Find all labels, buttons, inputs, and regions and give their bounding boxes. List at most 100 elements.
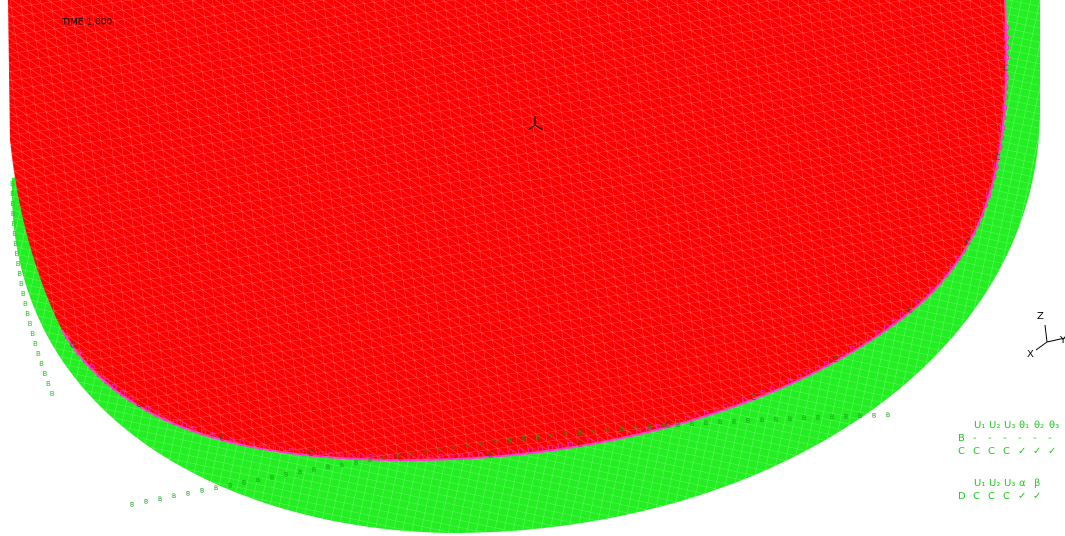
marker-d: D xyxy=(778,381,784,390)
marker-d: D xyxy=(769,385,775,394)
viewport: TIME 1.000 Z X Y DDDDCDDDDDDDDCDDDDDDDDC… xyxy=(0,0,1065,536)
legend-cell: ✓ xyxy=(1033,446,1041,457)
marker-c: C xyxy=(219,434,225,443)
marker-d: D xyxy=(955,255,961,264)
marker-d: D xyxy=(1001,113,1007,122)
marker-d: D xyxy=(119,389,125,398)
marker-d: D xyxy=(797,373,803,382)
marker-d: D xyxy=(875,329,881,338)
marker-d: D xyxy=(858,340,864,349)
legend-cell: C xyxy=(973,446,980,457)
marker-b: B xyxy=(410,451,414,458)
marker-d: D xyxy=(388,453,394,462)
marker-b: B xyxy=(228,482,232,489)
marker-d: D xyxy=(922,292,928,301)
marker-b: B xyxy=(438,446,442,453)
legend-header: β xyxy=(1034,478,1040,489)
marker-b: B xyxy=(858,413,862,420)
marker-b: B xyxy=(25,310,30,318)
legend-cell: C xyxy=(988,491,995,502)
marker-d: D xyxy=(993,163,999,172)
marker-b: B xyxy=(830,414,834,421)
legend-header: U₁ xyxy=(974,478,985,489)
marker-b: B xyxy=(550,433,554,440)
marker-b: B xyxy=(10,200,15,208)
marker-b: B xyxy=(46,380,51,388)
marker-d: D xyxy=(587,438,593,447)
marker-b: B xyxy=(14,250,19,258)
marker-d: D xyxy=(278,446,284,455)
marker-c: C xyxy=(488,450,494,459)
marker-d: D xyxy=(318,450,324,459)
marker-d: D xyxy=(997,143,1003,152)
marker-b: B xyxy=(564,431,568,438)
marker-b: B xyxy=(494,439,498,446)
marker-b: B xyxy=(452,445,456,452)
marker-d: D xyxy=(89,363,95,372)
time-label: TIME 1.000 xyxy=(61,18,113,28)
marker-d: D xyxy=(949,263,955,272)
marker-d: D xyxy=(722,403,728,412)
marker-d: D xyxy=(626,430,632,439)
marker-d: D xyxy=(567,441,573,450)
marker-d: D xyxy=(943,271,949,280)
marker-b: B xyxy=(690,421,694,428)
marker-d: D xyxy=(154,410,160,419)
marker-c: C xyxy=(70,340,76,349)
marker-b: B xyxy=(39,360,44,368)
marker-b: B xyxy=(424,448,428,455)
marker-d: D xyxy=(899,312,905,321)
marker-d: D xyxy=(200,428,206,437)
marker-b: B xyxy=(21,290,26,298)
marker-d: D xyxy=(468,452,474,461)
marker-c: C xyxy=(308,449,314,458)
marker-b: B xyxy=(662,423,666,430)
legend-header: θ₃ xyxy=(1049,420,1059,431)
marker-d: D xyxy=(815,364,821,373)
marker-b: B xyxy=(12,230,17,238)
marker-b: B xyxy=(144,499,148,506)
marker-d: D xyxy=(713,406,719,415)
marker-b: B xyxy=(508,437,512,444)
marker-b: B xyxy=(11,210,16,218)
marker-b: B xyxy=(354,459,358,466)
marker-d: D xyxy=(703,409,709,418)
marker-b: B xyxy=(760,417,764,424)
marker-d: D xyxy=(850,345,856,354)
legend-cell: C xyxy=(973,491,980,502)
legend-cell: ✓ xyxy=(1018,491,1026,502)
marker-d: D xyxy=(760,389,766,398)
marker-d: D xyxy=(891,318,897,327)
legend-cell: - xyxy=(1033,433,1037,444)
marker-d: D xyxy=(172,418,178,427)
marker-d: D xyxy=(1003,23,1009,32)
marker-b: B xyxy=(704,420,708,427)
marker-d: D xyxy=(358,453,364,462)
marker-d: D xyxy=(1003,73,1009,82)
marker-c: C xyxy=(995,153,1001,162)
axis-x: X xyxy=(1027,349,1034,360)
marker-b: B xyxy=(634,425,638,432)
marker-c: C xyxy=(832,355,838,364)
marker-d: D xyxy=(1003,43,1009,52)
marker-b: B xyxy=(33,340,38,348)
marker-d: D xyxy=(518,448,524,457)
marker-d: D xyxy=(806,369,812,378)
marker-b: B xyxy=(17,270,22,278)
legend-cell: ✓ xyxy=(1018,446,1026,457)
marker-b: B xyxy=(536,434,540,441)
marker-b: B xyxy=(872,412,876,419)
marker-d: D xyxy=(181,422,187,431)
legend-cell: C xyxy=(988,446,995,457)
marker-d: D xyxy=(508,449,514,458)
marker-c: C xyxy=(907,306,913,315)
marker-b: B xyxy=(676,422,680,429)
legend-cell: - xyxy=(988,433,992,444)
legend-header: U₂ xyxy=(989,420,1000,431)
marker-b: B xyxy=(368,457,372,464)
marker-d: D xyxy=(694,412,700,421)
marker-b: B xyxy=(19,280,24,288)
marker-d: D xyxy=(458,452,464,461)
marker-d: D xyxy=(998,133,1004,142)
marker-b: B xyxy=(172,493,176,500)
